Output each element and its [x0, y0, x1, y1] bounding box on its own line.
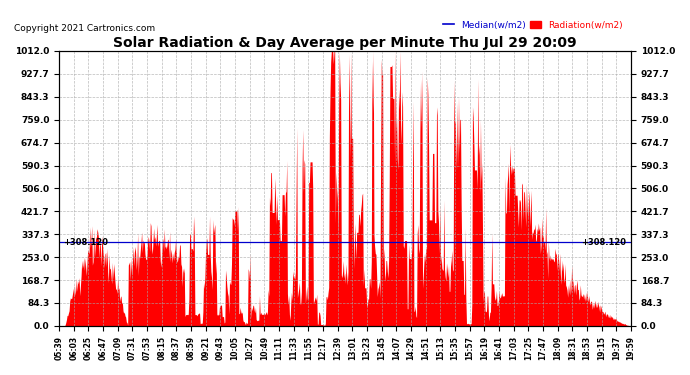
Title: Solar Radiation & Day Average per Minute Thu Jul 29 20:09: Solar Radiation & Day Average per Minute… [113, 36, 577, 50]
Legend: Median(w/m2), Radiation(w/m2): Median(w/m2), Radiation(w/m2) [439, 17, 627, 33]
Text: +308.120: +308.120 [63, 238, 108, 247]
Text: +308.120: +308.120 [582, 238, 627, 247]
Text: Copyright 2021 Cartronics.com: Copyright 2021 Cartronics.com [14, 24, 155, 33]
